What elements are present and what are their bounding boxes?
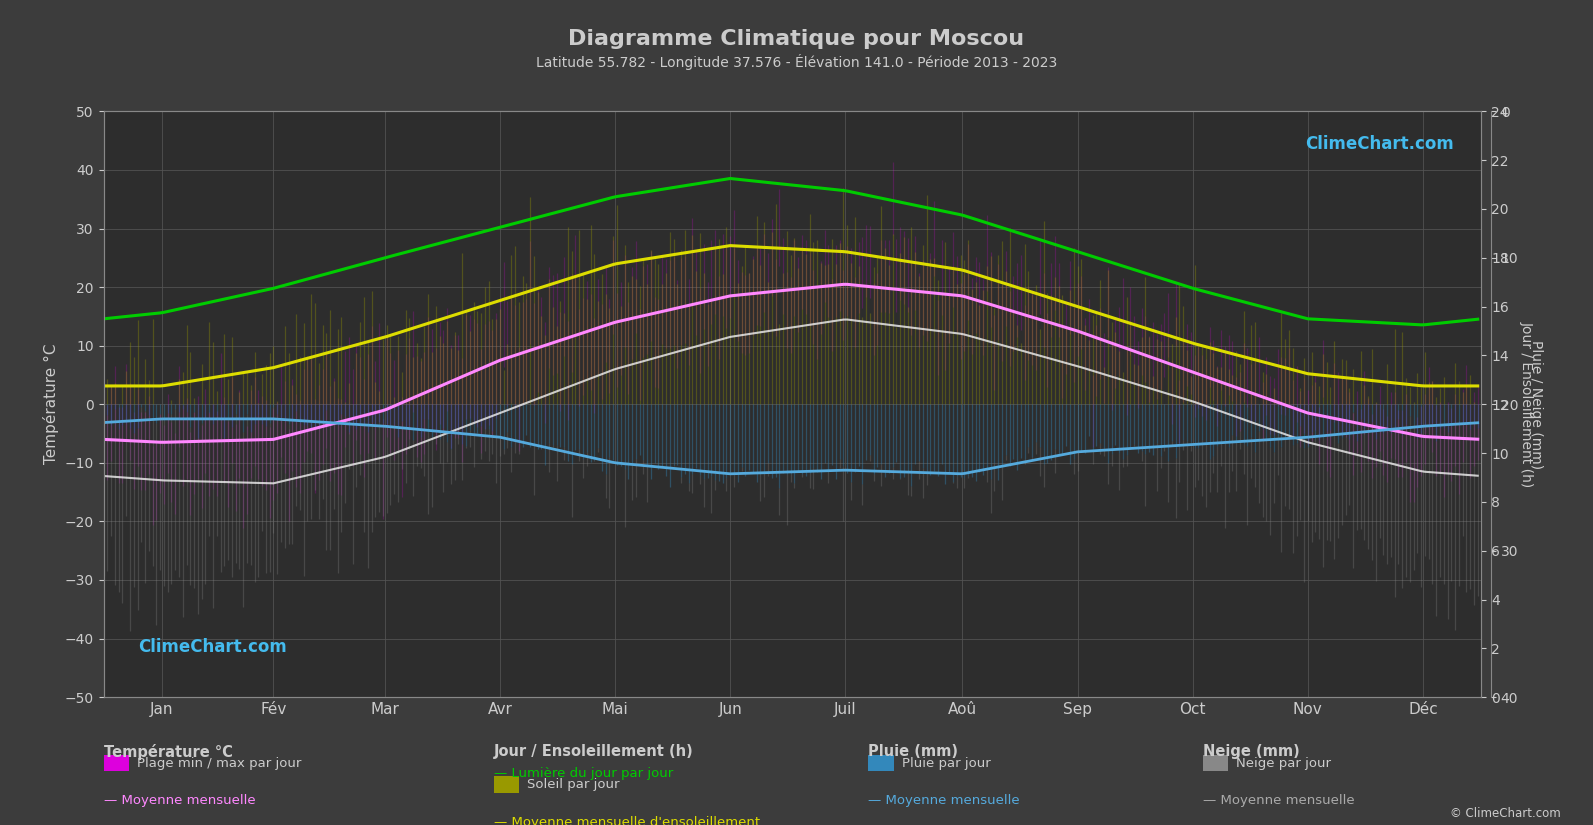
Text: — Moyenne mensuelle: — Moyenne mensuelle [104, 794, 255, 808]
Y-axis label: Jour / Ensoleillement (h): Jour / Ensoleillement (h) [1520, 321, 1534, 488]
Text: ClimeChart.com: ClimeChart.com [1305, 134, 1454, 153]
Text: Pluie (mm): Pluie (mm) [868, 744, 957, 759]
Text: Neige par jour: Neige par jour [1236, 757, 1332, 770]
Text: ClimeChart.com: ClimeChart.com [139, 638, 287, 656]
Y-axis label: Pluie / Neige (mm): Pluie / Neige (mm) [1529, 340, 1544, 469]
Text: Neige (mm): Neige (mm) [1203, 744, 1300, 759]
Text: Température °C: Température °C [104, 744, 233, 760]
Text: — Moyenne mensuelle: — Moyenne mensuelle [868, 794, 1020, 808]
Text: Pluie par jour: Pluie par jour [902, 757, 991, 770]
Text: © ClimeChart.com: © ClimeChart.com [1450, 807, 1561, 820]
Text: Plage min / max par jour: Plage min / max par jour [137, 757, 301, 770]
Text: Latitude 55.782 - Longitude 37.576 - Élévation 141.0 - Période 2013 - 2023: Latitude 55.782 - Longitude 37.576 - Élé… [535, 54, 1058, 69]
Text: — Moyenne mensuelle: — Moyenne mensuelle [1203, 794, 1354, 808]
Text: — Moyenne mensuelle d'ensoleillement: — Moyenne mensuelle d'ensoleillement [494, 816, 760, 825]
Text: — Lumière du jour par jour: — Lumière du jour par jour [494, 767, 674, 780]
Y-axis label: Température °C: Température °C [43, 344, 59, 464]
Text: Soleil par jour: Soleil par jour [527, 778, 620, 791]
Text: Diagramme Climatique pour Moscou: Diagramme Climatique pour Moscou [569, 29, 1024, 49]
Text: Jour / Ensoleillement (h): Jour / Ensoleillement (h) [494, 744, 693, 759]
